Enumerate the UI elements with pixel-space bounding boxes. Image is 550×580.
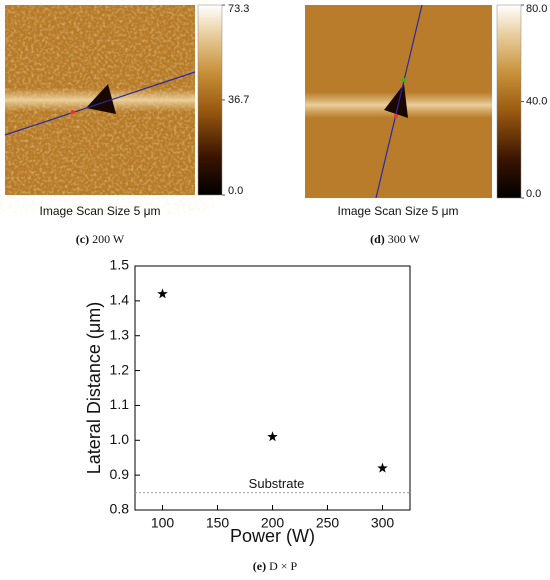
caption-label: (c)	[76, 232, 89, 246]
x-tick-label: 150	[206, 515, 230, 531]
colorbar-label: 40.0	[526, 95, 547, 107]
x-tick-label: 100	[151, 515, 175, 531]
point	[157, 288, 168, 299]
colorbar-label: 0.0	[228, 185, 243, 197]
colorbar-label: 36.7	[228, 94, 249, 106]
point	[267, 431, 278, 442]
indent	[86, 84, 116, 114]
y-tick-label: 0.9	[110, 466, 130, 482]
scan-label: Image Scan Size 5 μm	[40, 204, 161, 218]
scan-label: Image Scan Size 5 μm	[338, 204, 459, 218]
y-tick-label: 1.4	[110, 292, 130, 308]
x-axis-label: Power (W)	[230, 526, 315, 546]
caption-label: (d)	[370, 232, 385, 246]
caption-text: D × P	[269, 559, 297, 573]
caption-text: 300 W	[388, 232, 421, 246]
marker	[394, 114, 398, 118]
caption-label: (e)	[253, 559, 266, 573]
marker	[402, 78, 406, 82]
y-tick-label: 1.2	[110, 361, 130, 377]
caption: (c) 200 W	[76, 232, 125, 246]
y-tick-label: 0.8	[110, 501, 130, 517]
x-tick-label: 250	[316, 515, 340, 531]
reference-label: Substrate	[249, 476, 305, 491]
y-axis-label: Lateral Distance (μm)	[84, 302, 104, 474]
profile-line	[4, 71, 196, 136]
y-tick-label: 1.3	[110, 326, 130, 342]
point	[377, 462, 388, 473]
indent	[384, 84, 408, 118]
colorbar-label: 0.0	[526, 188, 541, 200]
y-tick-label: 1.1	[110, 396, 130, 412]
colorbar-label: 73.3	[228, 3, 249, 15]
y-tick-label: 1.0	[110, 431, 130, 447]
colorbar	[197, 4, 223, 196]
y-tick-label: 1.5	[110, 257, 130, 273]
caption: (d) 300 W	[370, 232, 420, 246]
marker	[71, 110, 75, 114]
colorbar-label: 80.0	[526, 3, 547, 15]
plot-frame	[134, 265, 411, 511]
caption: (e) D × P	[253, 559, 298, 573]
x-tick-label: 300	[371, 515, 395, 531]
profile-line	[375, 4, 423, 199]
scatter-chart: 0.8 0.9 1.0 1.1 1.2 1.3 1.4 1.5 100 150 200 250 300 P…	[84, 257, 411, 573]
colorbar	[496, 4, 522, 199]
x-tick-label: 200	[261, 515, 285, 531]
caption-text: 200 W	[92, 232, 125, 246]
